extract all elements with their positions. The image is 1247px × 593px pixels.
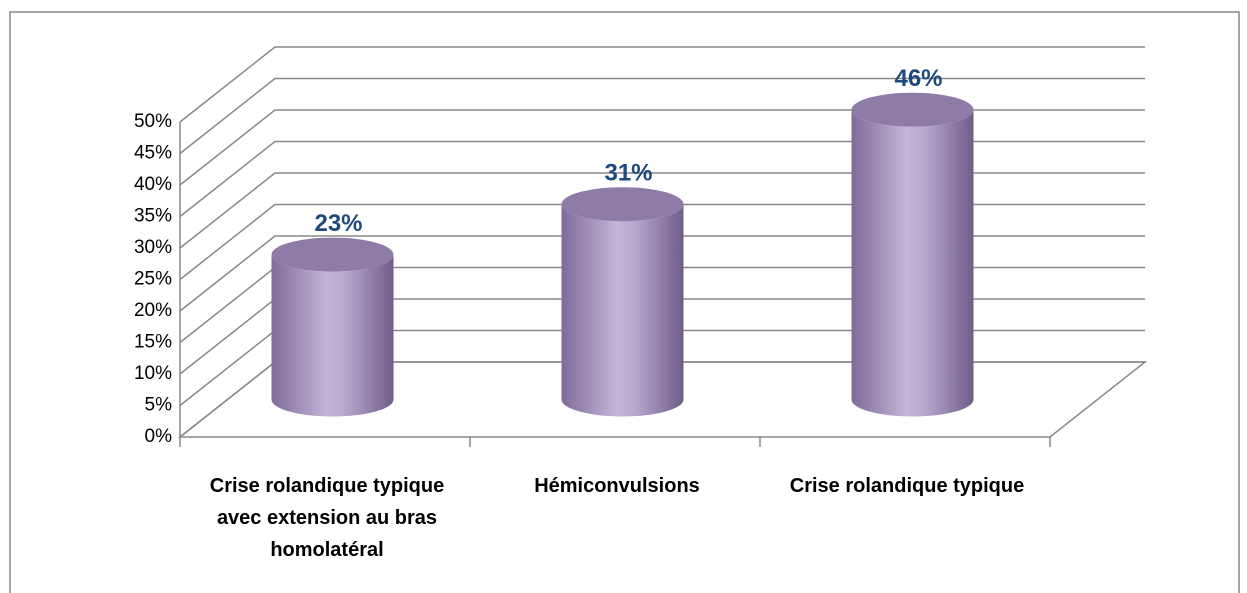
- y-tick-label: 40%: [134, 174, 172, 195]
- bar: [851, 109, 974, 417]
- grid-line: [179, 77, 1145, 155]
- y-tick-label: 35%: [134, 206, 172, 227]
- bar-top: [561, 187, 684, 222]
- y-tick-label: 5%: [145, 395, 173, 416]
- value-label: 46%: [894, 65, 942, 92]
- bar: [561, 204, 684, 417]
- y-tick-label: 25%: [134, 269, 172, 290]
- y-tick-label: 20%: [134, 300, 172, 321]
- y-tick-label: 10%: [134, 363, 172, 384]
- x-tick-label: Crise rolandique typique: [789, 475, 1025, 497]
- frame: [9, 11, 1240, 593]
- bar-top: [851, 92, 974, 127]
- y-tick-label: 30%: [134, 237, 172, 258]
- y-tick-label: 45%: [134, 143, 172, 164]
- y-tick-label: 0%: [145, 426, 173, 447]
- bar: [271, 254, 394, 417]
- x-tick-label: Hémiconvulsions: [534, 475, 700, 497]
- y-tick-label: 15%: [134, 332, 172, 353]
- value-label: 23%: [314, 210, 362, 237]
- y-tick-label: 50%: [134, 111, 172, 132]
- grid-line: [179, 46, 1145, 123]
- value-label: 31%: [604, 160, 652, 187]
- x-tick-label: Crise rolandique typique avec extension …: [209, 475, 445, 561]
- bar-top: [271, 237, 394, 272]
